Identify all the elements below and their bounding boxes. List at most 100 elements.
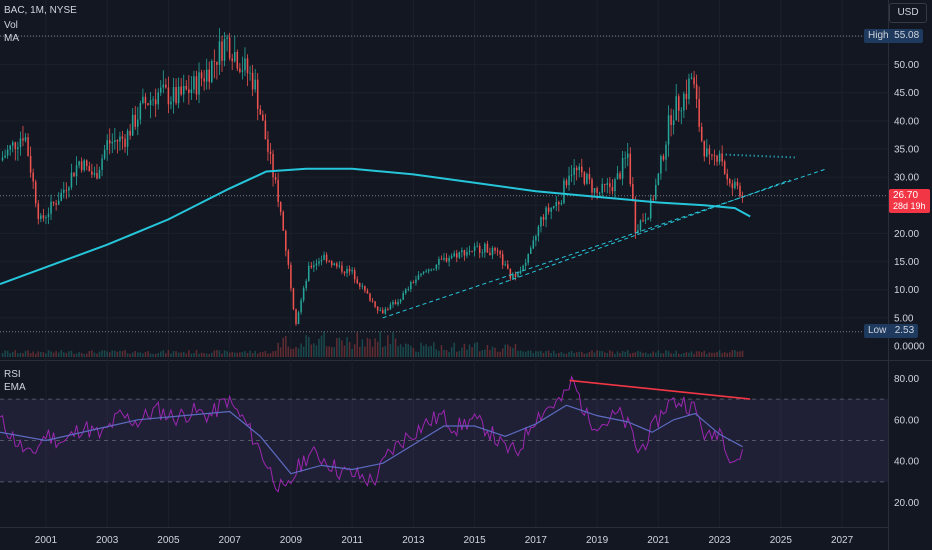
candle-body (249, 72, 251, 74)
volume-bar (50, 351, 52, 357)
candle-body (435, 264, 438, 269)
volume-bar (315, 345, 318, 357)
volume-bar (34, 353, 37, 357)
volume-bar (14, 350, 17, 357)
candle-body (262, 114, 264, 121)
candle-body (111, 141, 114, 144)
candle-body (177, 86, 180, 104)
rsi-y-tick-label: 40.00 (894, 457, 919, 468)
ma-indicator-label[interactable]: MA (4, 33, 19, 44)
volume-bar (68, 351, 70, 357)
volume-bar (325, 346, 328, 357)
volume-bar (60, 350, 63, 357)
volume-bar (711, 352, 713, 357)
x-tick-label: 2007 (219, 535, 242, 546)
candle-body (282, 211, 285, 231)
candle-body (670, 115, 672, 126)
candle-body (57, 200, 60, 205)
volume-bar (578, 351, 581, 357)
volume-bar (473, 343, 476, 357)
volume-bar (693, 353, 695, 357)
volume-bar (550, 353, 552, 357)
candle-body (586, 173, 588, 184)
candle-body (527, 253, 529, 263)
candle-body (195, 76, 198, 95)
x-tick-label: 2027 (831, 535, 854, 546)
volume-bar (716, 351, 718, 357)
y-tick-label: 20.00 (894, 229, 919, 240)
volume-bar (195, 350, 198, 357)
candle-body (323, 254, 325, 260)
volume-bar (537, 351, 540, 357)
volume-bar (371, 346, 374, 357)
candle-body (152, 99, 154, 101)
candle-body (529, 248, 532, 254)
y-tick-label: 50.00 (894, 60, 919, 71)
candle-body (246, 58, 249, 74)
candle-body (501, 254, 504, 266)
candle-body (644, 219, 647, 221)
volume-bar (575, 352, 578, 357)
y-tick-label: 10.00 (894, 285, 919, 296)
symbol-title[interactable]: BAC, 1M, NYSE (4, 5, 77, 16)
candle-body (144, 96, 147, 104)
volume-bar (170, 353, 172, 357)
volume-bar (231, 351, 233, 357)
candle-body (369, 293, 371, 301)
ema-indicator-label[interactable]: EMA (4, 382, 26, 393)
candle-body (318, 261, 320, 264)
volume-bar (233, 352, 236, 357)
volume-bar (22, 353, 24, 357)
candle-body (313, 265, 315, 268)
volume-bar (677, 353, 680, 357)
volume-bar (264, 350, 267, 357)
candle-body (157, 92, 159, 105)
volume-bar (504, 344, 507, 357)
candle-body (292, 288, 295, 310)
candle-body (614, 179, 616, 192)
volume-bar (236, 352, 239, 357)
candle-body (716, 155, 718, 162)
volume-bar (361, 339, 364, 357)
candle-body (346, 268, 348, 274)
volume-bar (430, 345, 433, 357)
candle-body (88, 166, 91, 172)
candle-body (218, 41, 221, 65)
y-tick-label: 30.00 (894, 173, 919, 184)
candle-body (208, 69, 211, 82)
volume-bar (680, 353, 683, 357)
candle-body (734, 181, 736, 189)
candle-body (376, 306, 379, 311)
currency-button[interactable]: USD (889, 3, 927, 23)
volume-bar (739, 351, 741, 357)
volume-bar (147, 351, 149, 357)
volume-bar (320, 335, 323, 357)
volume-bar (455, 351, 458, 357)
candle-body (267, 139, 269, 152)
volume-bar (359, 346, 361, 357)
volume-bar (9, 353, 11, 357)
candle-body (108, 140, 111, 144)
volume-bar (397, 346, 399, 357)
volume-bar (277, 342, 279, 357)
volume-bar (721, 353, 723, 357)
candle-body (677, 96, 680, 111)
candle-body (389, 304, 392, 310)
volume-bar (83, 353, 85, 357)
candle-body (70, 172, 73, 188)
volume-bar (552, 350, 555, 357)
volume-bar (249, 350, 251, 357)
rsi-indicator-label[interactable]: RSI (4, 369, 21, 380)
volume-indicator-label[interactable]: Vol (4, 20, 18, 31)
candle-body (336, 263, 338, 267)
volume-bar (292, 348, 295, 357)
candle-body (116, 140, 119, 142)
volume-bar (85, 353, 88, 357)
volume-bar (323, 331, 325, 357)
candle-body (649, 198, 652, 219)
volume-bar (670, 353, 672, 357)
candle-body (353, 270, 356, 280)
candle-body (188, 89, 190, 94)
volume-bar (116, 351, 119, 357)
